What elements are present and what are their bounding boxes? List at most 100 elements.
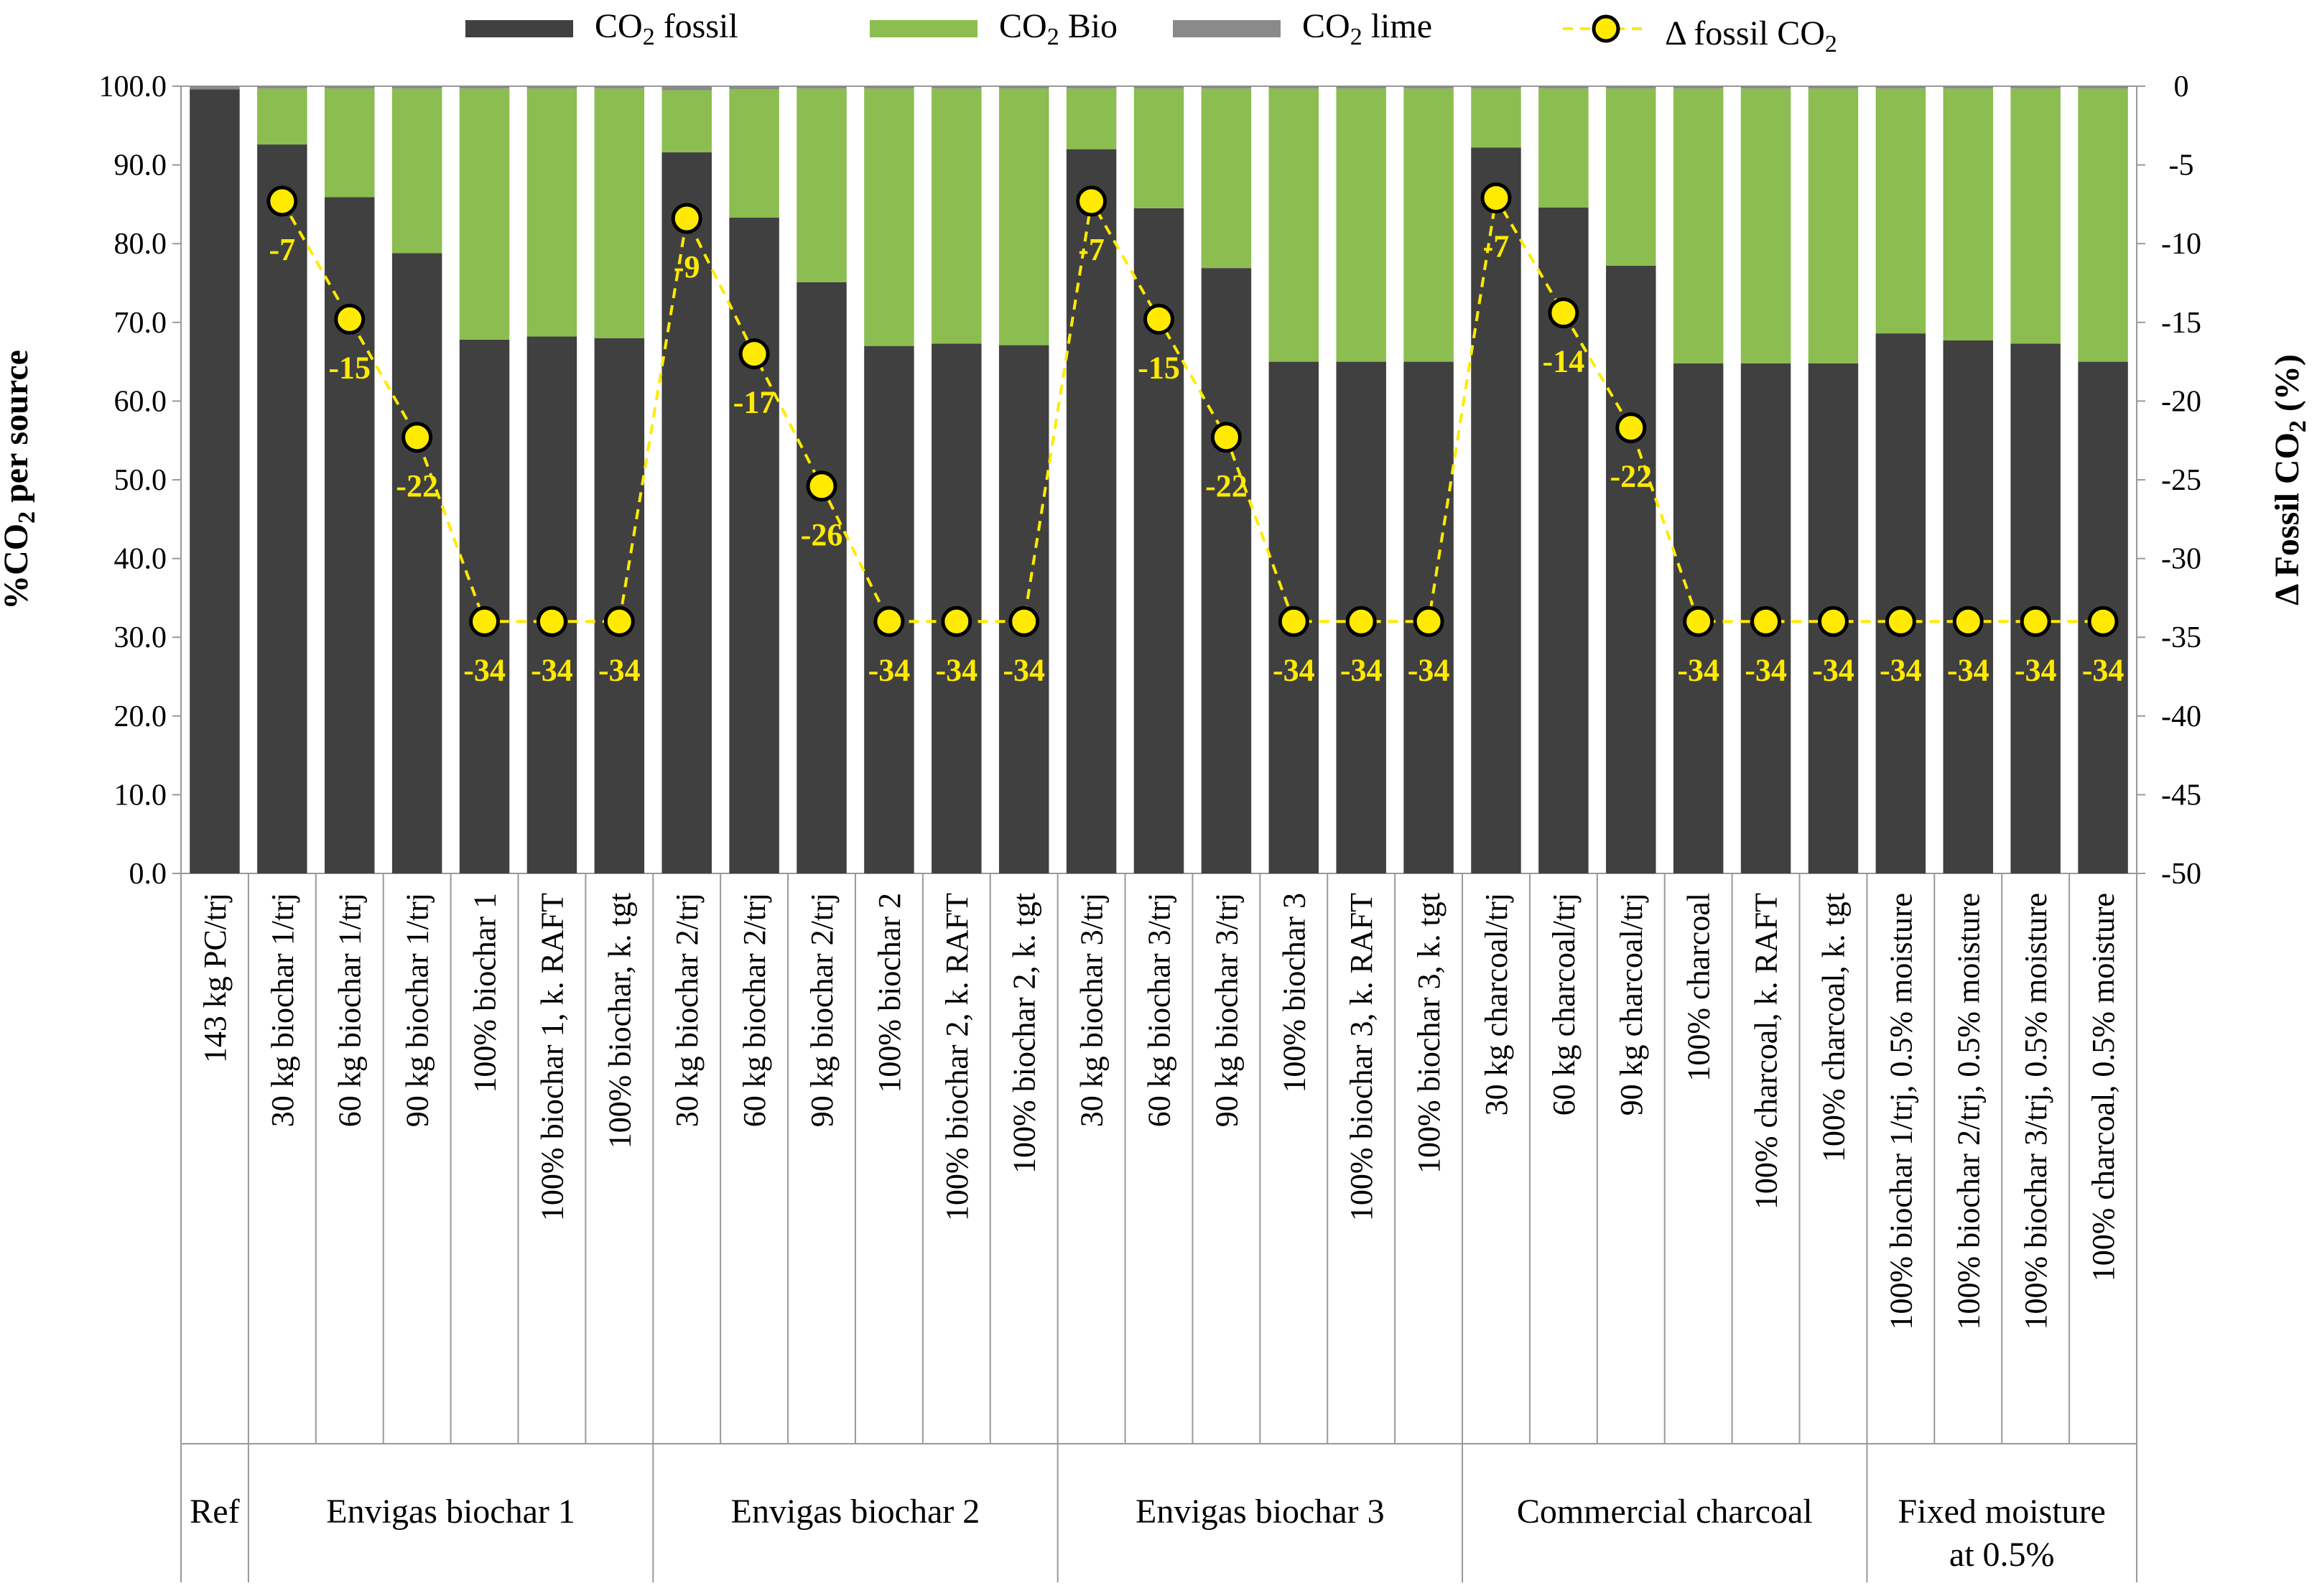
legend-label: Δ fossil CO2	[1665, 14, 1837, 57]
y-left-tick-label: 30.0	[114, 621, 167, 654]
bar-bio	[729, 89, 779, 218]
delta-fossil-label: -7	[269, 232, 296, 267]
delta-fossil-point	[738, 338, 770, 370]
y-right-tick-label: -20	[2161, 385, 2201, 418]
bar-bio	[932, 88, 982, 344]
category-label: 100% biochar 1/trj, 0.5% moisture	[1883, 893, 1918, 1330]
delta-fossil-line	[281, 193, 2104, 623]
bar-lime	[1673, 86, 1724, 89]
bar-lime	[729, 86, 779, 90]
category-label: 30 kg biochar 2/trj	[669, 893, 705, 1127]
category-label: 60 kg biochar 3/trj	[1142, 893, 1177, 1127]
bar-lime	[1133, 86, 1184, 89]
bar-bio	[594, 88, 645, 338]
delta-fossil-point	[536, 606, 567, 637]
category-label: 100% biochar 2/trj, 0.5% moisture	[1951, 893, 1986, 1330]
category-label: 100% biochar 3, k. RAFT	[1344, 893, 1379, 1221]
y-right-tick-label: -45	[2161, 779, 2201, 812]
delta-fossil-label: -22	[1610, 459, 1652, 494]
delta-fossil-point	[1885, 606, 1916, 637]
y-right-tick-label: -15	[2161, 307, 2201, 340]
category-label: 100% biochar 2	[872, 893, 907, 1093]
bar-lime	[1875, 86, 1926, 89]
y-right-tick-label: -30	[2161, 543, 2201, 576]
bar-lime	[1808, 86, 1859, 89]
category-label: 90 kg biochar 2/trj	[804, 893, 840, 1127]
bar-bio	[459, 88, 510, 340]
delta-fossil-label: -34	[531, 652, 573, 687]
bar-bio	[864, 88, 914, 346]
category-label: 60 kg biochar 1/trj	[333, 893, 368, 1127]
delta-fossil-label: -34	[2015, 652, 2057, 687]
y-right-axis-title: Δ Fossil CO2 (%)	[2268, 354, 2311, 606]
delta-fossil-point	[2020, 606, 2051, 637]
bar-lime	[864, 86, 914, 89]
bar-fossil	[324, 197, 375, 873]
y-right-tick-label: -40	[2161, 700, 2201, 733]
bar-lime	[998, 86, 1049, 89]
delta-fossil-label: -34	[1812, 652, 1854, 687]
delta-fossil-label: -7	[1078, 232, 1105, 267]
category-label: 60 kg charcoal/trj	[1546, 893, 1582, 1115]
bar-bio	[1673, 88, 1724, 363]
category-label: 90 kg charcoal/trj	[1614, 893, 1649, 1115]
y-left-tick-label: 100.0	[99, 70, 167, 103]
legend-swatch	[1173, 20, 1281, 37]
delta-fossil-label: -34	[1408, 652, 1450, 687]
y-left-tick-label: 90.0	[114, 149, 167, 182]
bar-bio	[1268, 88, 1319, 362]
bar-lime	[594, 86, 645, 89]
category-label: 100% biochar, k. tgt	[602, 893, 637, 1149]
delta-fossil-point	[2087, 606, 2119, 637]
legend-swatch	[870, 20, 978, 37]
bar-lime	[1066, 86, 1117, 89]
delta-fossil-label: -34	[1273, 652, 1315, 687]
bar-bio	[391, 88, 442, 254]
bar-lime	[324, 86, 375, 89]
plot-area: 0.0 10.0 20.0 30.0 40.0 50.0 60.0 70.0 80.0 90.0 1…	[0, 70, 2311, 1582]
bar-lime	[257, 86, 307, 89]
delta-fossil-label: -34	[868, 652, 911, 687]
delta-fossil-label: -17	[733, 385, 776, 420]
delta-fossil-point	[401, 422, 433, 453]
delta-fossil-label: -9	[674, 249, 700, 284]
legend-swatch	[465, 20, 573, 37]
bar-bio	[1740, 88, 1791, 363]
bar-lime	[1740, 86, 1791, 89]
bar-lime	[2078, 86, 2128, 89]
category-label: 100% charcoal, k. RAFT	[1749, 893, 1784, 1210]
bar-fossil	[526, 336, 577, 873]
bar-fossil	[1875, 333, 1926, 873]
category-label: 60 kg biochar 2/trj	[737, 893, 772, 1127]
delta-fossil-label: -34	[935, 652, 978, 687]
delta-fossil-point	[1817, 606, 1849, 637]
delta-fossil-label: -34	[598, 652, 641, 687]
bar-lime	[1471, 86, 1521, 89]
bar-lime	[1538, 86, 1589, 89]
bar-bio	[1133, 88, 1184, 208]
bar-bio	[1471, 88, 1521, 148]
delta-fossil-point	[603, 606, 635, 637]
y-right-tick-label: -50	[2161, 858, 2201, 891]
bar-bio	[1538, 88, 1589, 208]
y-left-tick-label: 0.0	[129, 858, 167, 891]
bar-bio	[1336, 88, 1386, 362]
bar-lime	[526, 86, 577, 89]
bar-fossil	[1606, 265, 1656, 873]
group-label: Envigas biochar 3	[1136, 1493, 1385, 1531]
y-right-tick-label: -10	[2161, 228, 2201, 261]
delta-fossil-point	[1480, 182, 1512, 214]
legend-label: CO2 lime	[1302, 7, 1432, 50]
delta-fossil-point	[671, 203, 702, 234]
bar-fossil	[594, 338, 645, 874]
category-label: 100% biochar 1	[468, 893, 503, 1093]
bar-fossil	[661, 152, 712, 874]
delta-fossil-label: -26	[801, 517, 843, 552]
bar-bio	[1403, 88, 1454, 362]
bar-bio	[1808, 88, 1859, 363]
bar-bio	[1943, 88, 1994, 341]
category-label: 100% charcoal, k. tgt	[1816, 893, 1851, 1162]
y-left-tick-label: 80.0	[114, 228, 167, 261]
group-label: Ref	[190, 1493, 239, 1531]
